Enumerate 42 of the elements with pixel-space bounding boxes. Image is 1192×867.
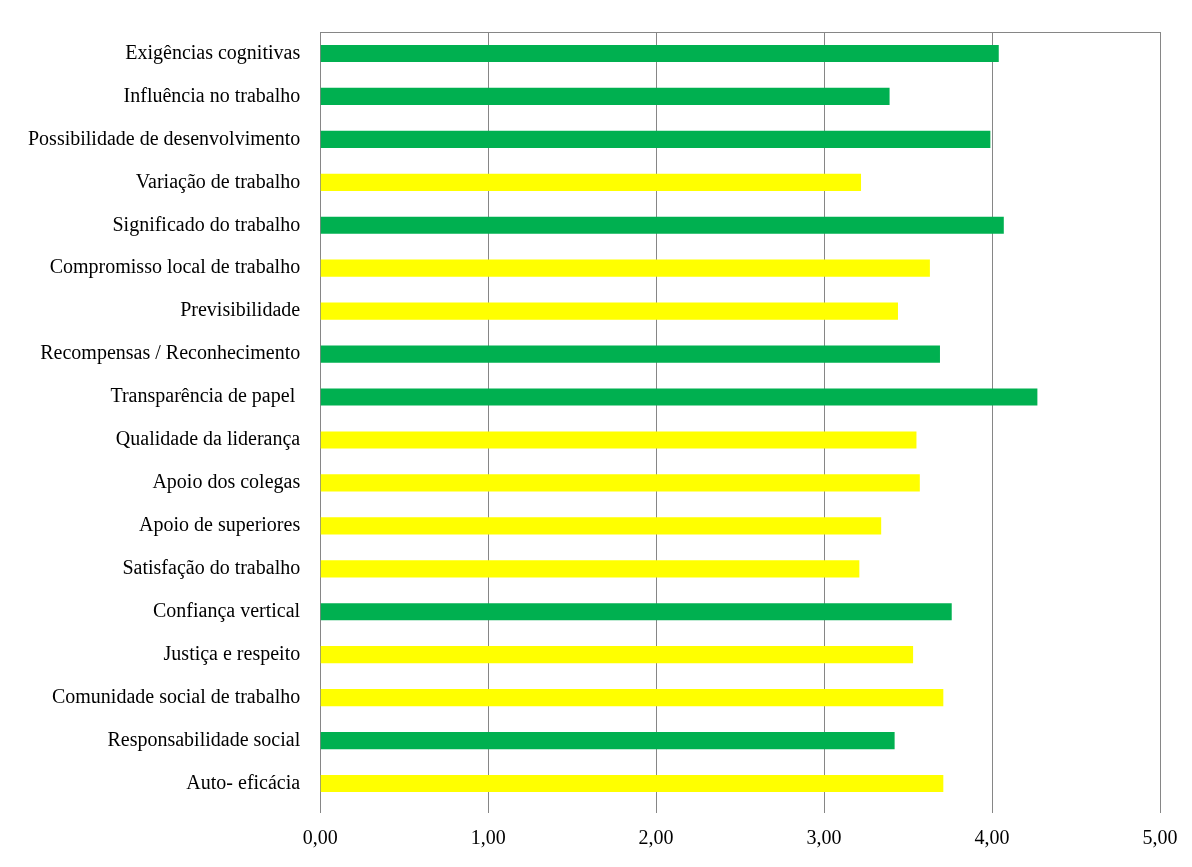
bar (320, 259, 930, 277)
bar (320, 302, 898, 320)
bar (320, 44, 999, 63)
y-tick-label: Apoio de superiores (139, 513, 301, 537)
bar (320, 731, 895, 750)
y-tick-label: Justiça e respeito (163, 641, 301, 665)
y-tick-label: Influência no trabalho (123, 83, 301, 106)
bar (320, 388, 1038, 406)
y-tick-label: Qualidade da liderança (115, 427, 301, 451)
y-tick-label: Confiança vertical (153, 599, 301, 622)
bar (320, 646, 914, 664)
y-tick-label: Recompensas / Reconhecimento (40, 341, 301, 365)
bar (320, 87, 890, 106)
y-tick-label: Variação de trabalho (135, 169, 301, 193)
bar (320, 474, 920, 492)
bar (320, 216, 1004, 234)
x-tick-label: 0,00 (302, 826, 338, 849)
y-tick-label: Comunidade social de trabalho (51, 684, 301, 707)
x-tick-label: 5,00 (1142, 826, 1178, 849)
y-tick-label: Auto- eficácia (186, 770, 301, 793)
y-tick-label: Transparência de papel (110, 384, 301, 408)
x-tick-label: 4,00 (974, 826, 1010, 849)
y-tick-label: Apoio dos colegas (152, 470, 301, 494)
y-tick-label: Exigências cognitivas (125, 40, 301, 64)
bar (320, 774, 944, 793)
y-tick-label: Satisfação do trabalho (122, 556, 301, 580)
y-tick-label: Previsibilidade (180, 298, 301, 321)
bar (320, 560, 860, 578)
bar (320, 689, 944, 707)
x-tick-label: 2,00 (638, 826, 674, 849)
bar (320, 173, 862, 191)
x-tick-label: 1,00 (470, 826, 506, 849)
bar (320, 517, 882, 535)
y-tick-label: Significado do trabalho (112, 212, 301, 236)
bar (320, 603, 952, 621)
y-tick-label: Responsabilidade social (107, 727, 301, 751)
y-tick-label: Compromisso local de trabalho (49, 255, 301, 279)
bar (320, 130, 991, 148)
bar (320, 345, 940, 363)
y-tick-label: Possibilidade de desenvolvimento (28, 126, 301, 149)
bar (320, 431, 917, 449)
x-tick-label: 3,00 (806, 826, 842, 849)
